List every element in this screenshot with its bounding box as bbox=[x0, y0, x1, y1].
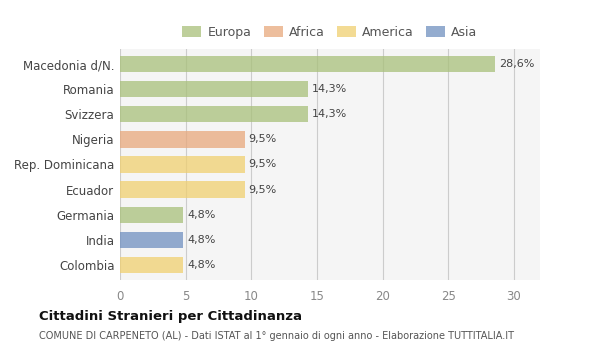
Bar bbox=[120, 131, 245, 148]
Text: 14,3%: 14,3% bbox=[311, 109, 347, 119]
Text: COMUNE DI CARPENETO (AL) - Dati ISTAT al 1° gennaio di ogni anno - Elaborazione : COMUNE DI CARPENETO (AL) - Dati ISTAT al… bbox=[39, 331, 514, 341]
Text: 4,8%: 4,8% bbox=[187, 235, 215, 245]
Text: Cittadini Stranieri per Cittadinanza: Cittadini Stranieri per Cittadinanza bbox=[39, 310, 302, 323]
Text: 9,5%: 9,5% bbox=[248, 134, 277, 145]
Bar bbox=[120, 232, 183, 248]
Text: 28,6%: 28,6% bbox=[499, 59, 535, 69]
Text: 9,5%: 9,5% bbox=[248, 184, 277, 195]
Bar bbox=[120, 257, 183, 273]
Text: 4,8%: 4,8% bbox=[187, 260, 215, 270]
Text: 9,5%: 9,5% bbox=[248, 160, 277, 169]
Bar bbox=[120, 206, 183, 223]
Text: 14,3%: 14,3% bbox=[311, 84, 347, 94]
Bar bbox=[120, 81, 308, 97]
Text: 4,8%: 4,8% bbox=[187, 210, 215, 220]
Bar bbox=[120, 106, 308, 122]
Legend: Europa, Africa, America, Asia: Europa, Africa, America, Asia bbox=[178, 21, 482, 44]
Bar bbox=[120, 181, 245, 198]
Bar bbox=[120, 156, 245, 173]
Bar bbox=[120, 56, 496, 72]
